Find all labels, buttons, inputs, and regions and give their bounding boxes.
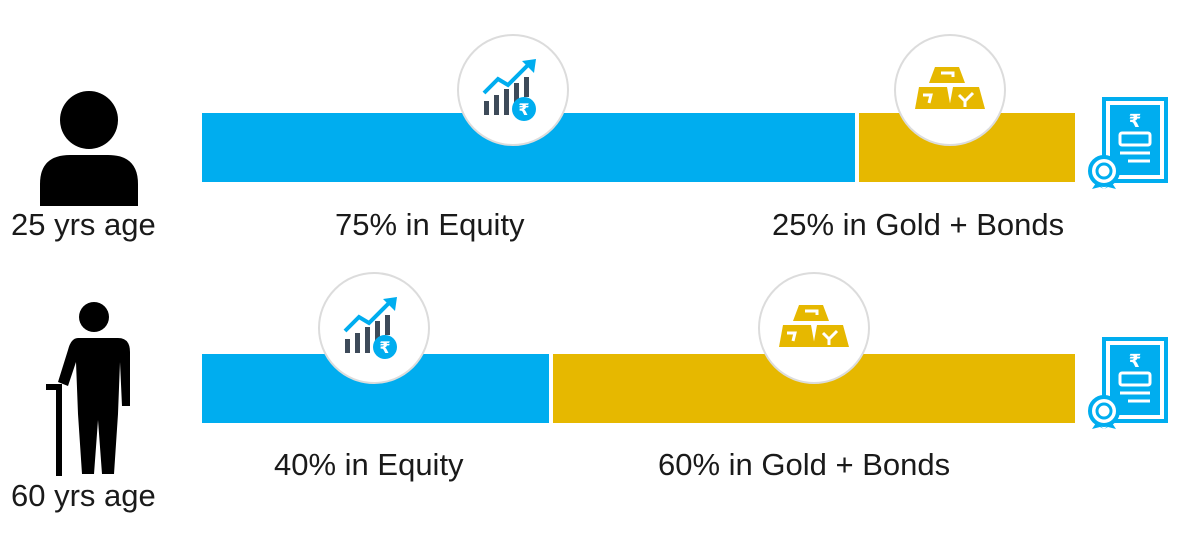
bond-certificate-icon: ₹: [1088, 97, 1170, 189]
gold-bonds-label-young: 25% in Gold + Bonds: [772, 207, 1065, 242]
age-label-young: 25 yrs age: [11, 207, 156, 242]
gold-badge-old: [758, 272, 870, 384]
gold-bars-icon: [915, 65, 985, 115]
elderly-person-with-cane-icon: [44, 302, 136, 478]
growth-chart-rupee-icon: ₹: [341, 295, 407, 361]
equity-label-old: 40% in Equity: [274, 447, 464, 482]
growth-chart-rupee-icon: ₹: [480, 57, 546, 123]
svg-text:₹: ₹: [379, 338, 390, 357]
gold-bars-icon: [779, 303, 849, 353]
svg-text:₹: ₹: [1129, 111, 1142, 132]
svg-text:₹: ₹: [1129, 351, 1142, 372]
gold-bonds-label-old: 60% in Gold + Bonds: [658, 447, 951, 482]
bond-certificate-icon: ₹: [1088, 337, 1170, 429]
young-person-icon: [36, 89, 142, 206]
age-label-old: 60 yrs age: [11, 478, 156, 513]
svg-text:₹: ₹: [518, 100, 529, 119]
equity-badge-young: ₹: [457, 34, 569, 146]
equity-badge-old: ₹: [318, 272, 430, 384]
equity-label-young: 75% in Equity: [335, 207, 525, 242]
gold-badge-young: [894, 34, 1006, 146]
